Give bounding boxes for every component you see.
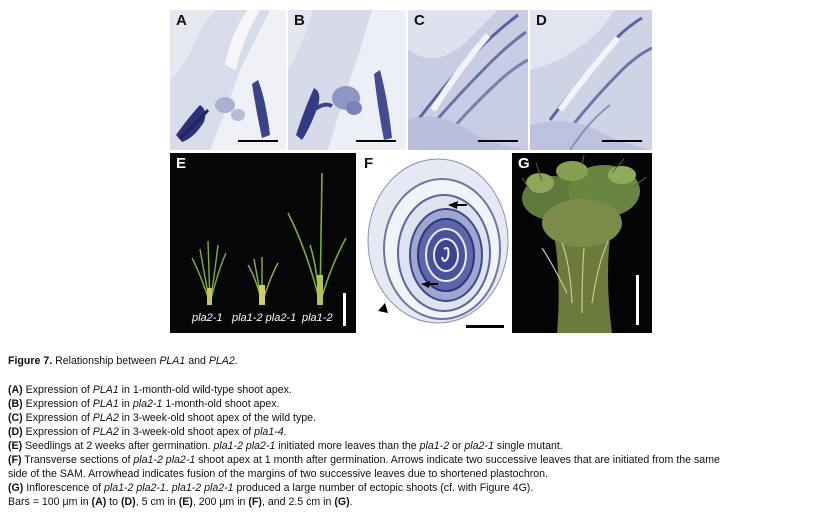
caption-item-a: (A) Expression of PLA1 in 1-month-old wi… xyxy=(8,384,292,396)
panel-c-label: C xyxy=(414,12,425,29)
panel-g: G xyxy=(512,153,652,333)
panel-f-label: F xyxy=(364,155,374,172)
caption-item-g: (G) Inflorescence of pla1-2 pla2-1. pla1… xyxy=(8,482,534,494)
panel-g-scale-bar xyxy=(636,275,639,325)
caption-item-d: (D) Expression of PLA2 in 3-week-old sho… xyxy=(8,426,287,438)
figure-caption: Figure 7. Relationship between PLA1 and … xyxy=(8,354,813,509)
caption-item-f: (F) Transverse sections of pla1-2 pla2-1… xyxy=(8,454,720,466)
panel-d: D xyxy=(530,10,652,150)
panel-e-scale-bar xyxy=(343,293,346,326)
panel-a: A xyxy=(170,10,286,150)
caption-item-c: (C) Expression of PLA2 in 3-week-old sho… xyxy=(8,412,316,424)
panel-a-scale-bar xyxy=(238,140,278,142)
panel-e: E pla2-1 pla1-2 pla2-1 pla1-2 xyxy=(170,153,356,333)
panel-c: C xyxy=(408,10,528,150)
seedling-label-3: pla1-2 xyxy=(302,312,333,324)
panel-f: F xyxy=(358,153,510,333)
panel-g-photo xyxy=(512,153,652,333)
panel-f-scale-bar xyxy=(466,325,504,328)
panel-b-micrograph xyxy=(288,10,406,150)
panel-e-label: E xyxy=(176,155,187,172)
caption-scale-bars: Bars = 100 μm in (A) to (D), 5 cm in (E)… xyxy=(8,496,353,508)
panel-d-micrograph xyxy=(530,10,652,150)
panel-c-micrograph xyxy=(408,10,528,150)
caption-item-e: (E) Seedlings at 2 weeks after germinati… xyxy=(8,440,563,452)
panel-d-label: D xyxy=(536,12,547,29)
panel-c-scale-bar xyxy=(478,140,518,142)
panel-d-scale-bar xyxy=(602,140,642,142)
panel-f-section xyxy=(358,153,510,333)
panel-a-micrograph xyxy=(170,10,286,150)
panel-b-scale-bar xyxy=(356,140,396,142)
panel-b-label: B xyxy=(294,12,305,29)
panel-a-label: A xyxy=(176,12,187,29)
caption-title: Figure 7. Relationship between PLA1 and … xyxy=(8,355,238,367)
seedling-label-1: pla2-1 xyxy=(192,312,223,324)
caption-item-b: (B) Expression of PLA1 in pla2-1 1-month… xyxy=(8,398,280,410)
panel-b: B xyxy=(288,10,406,150)
seedling-label-2: pla1-2 pla2-1 xyxy=(232,312,297,324)
panel-g-label: G xyxy=(518,155,530,172)
panel-e-photo xyxy=(170,153,356,333)
caption-item-f-cont: side of the SAM. Arrowhead indicates fus… xyxy=(8,468,548,480)
